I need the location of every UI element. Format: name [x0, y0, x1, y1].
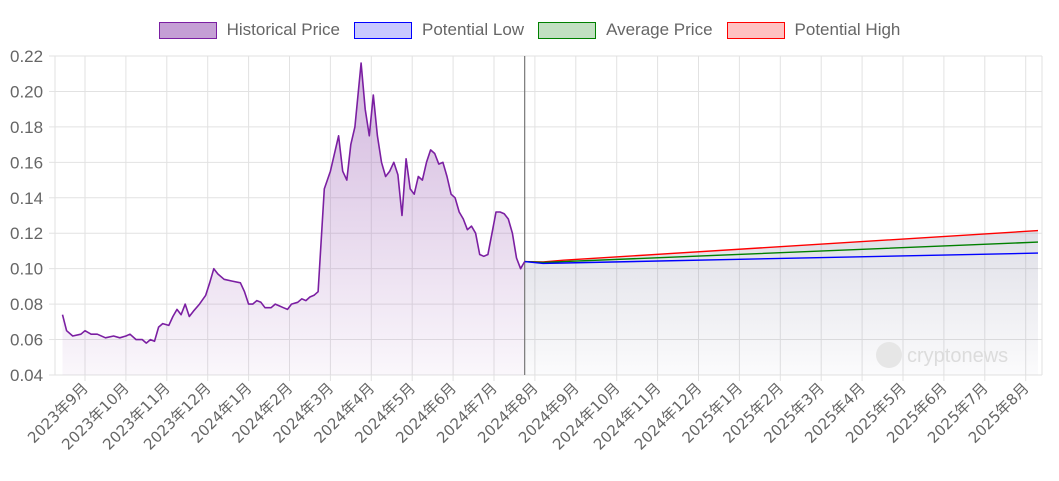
historical-price-area — [62, 63, 525, 375]
legend-label-potential-high: Potential High — [794, 20, 901, 39]
historical-price-line — [61, 62, 526, 344]
legend-swatch-historical-price — [158, 21, 217, 39]
y-tick-label: 0.16 — [10, 153, 43, 172]
y-tick-label: 0.12 — [10, 224, 43, 243]
chart-areas — [62, 63, 1038, 375]
y-tick-label: 0.14 — [10, 189, 43, 208]
legend-swatch-potential-high — [726, 21, 785, 39]
forecast-area — [524, 230, 1038, 375]
watermark: cryptonews — [876, 342, 1008, 368]
legend-label-potential-low: Potential Low — [421, 20, 525, 39]
chart-legend: Historical Price Potential Low Average P… — [0, 20, 1059, 40]
y-tick-label: 0.06 — [10, 331, 43, 350]
y-tick-label: 0.18 — [10, 118, 43, 137]
legend-swatch-average-price — [538, 21, 597, 39]
legend-swatch-potential-low — [353, 21, 412, 39]
legend-label-historical-price: Historical Price — [226, 20, 340, 39]
y-tick-label: 0.20 — [10, 82, 43, 101]
y-tick-label: 0.10 — [10, 260, 43, 279]
y-tick-label: 0.04 — [10, 366, 43, 385]
legend-label-average-price: Average Price — [606, 20, 713, 39]
x-axis: 2023年9月2023年10月2023年11月2023年12月2024年1月20… — [24, 379, 1032, 453]
legend-item-historical-price[interactable]: Historical Price — [158, 20, 340, 40]
potential-low-line — [524, 252, 1039, 265]
legend-item-potential-low[interactable]: Potential Low — [353, 20, 525, 40]
y-tick-label: 0.22 — [10, 47, 43, 66]
watermark-text: cryptonews — [907, 345, 1008, 367]
y-axis: 0.04 0.06 0.08 0.10 0.12 0.14 0.16 0.18 0.20 0.22 — [10, 47, 55, 385]
chart-lines — [61, 62, 1039, 344]
y-tick-label: 0.08 — [10, 295, 43, 314]
legend-item-potential-high[interactable]: Potential High — [726, 20, 901, 40]
legend-item-average-price[interactable]: Average Price — [538, 20, 713, 40]
